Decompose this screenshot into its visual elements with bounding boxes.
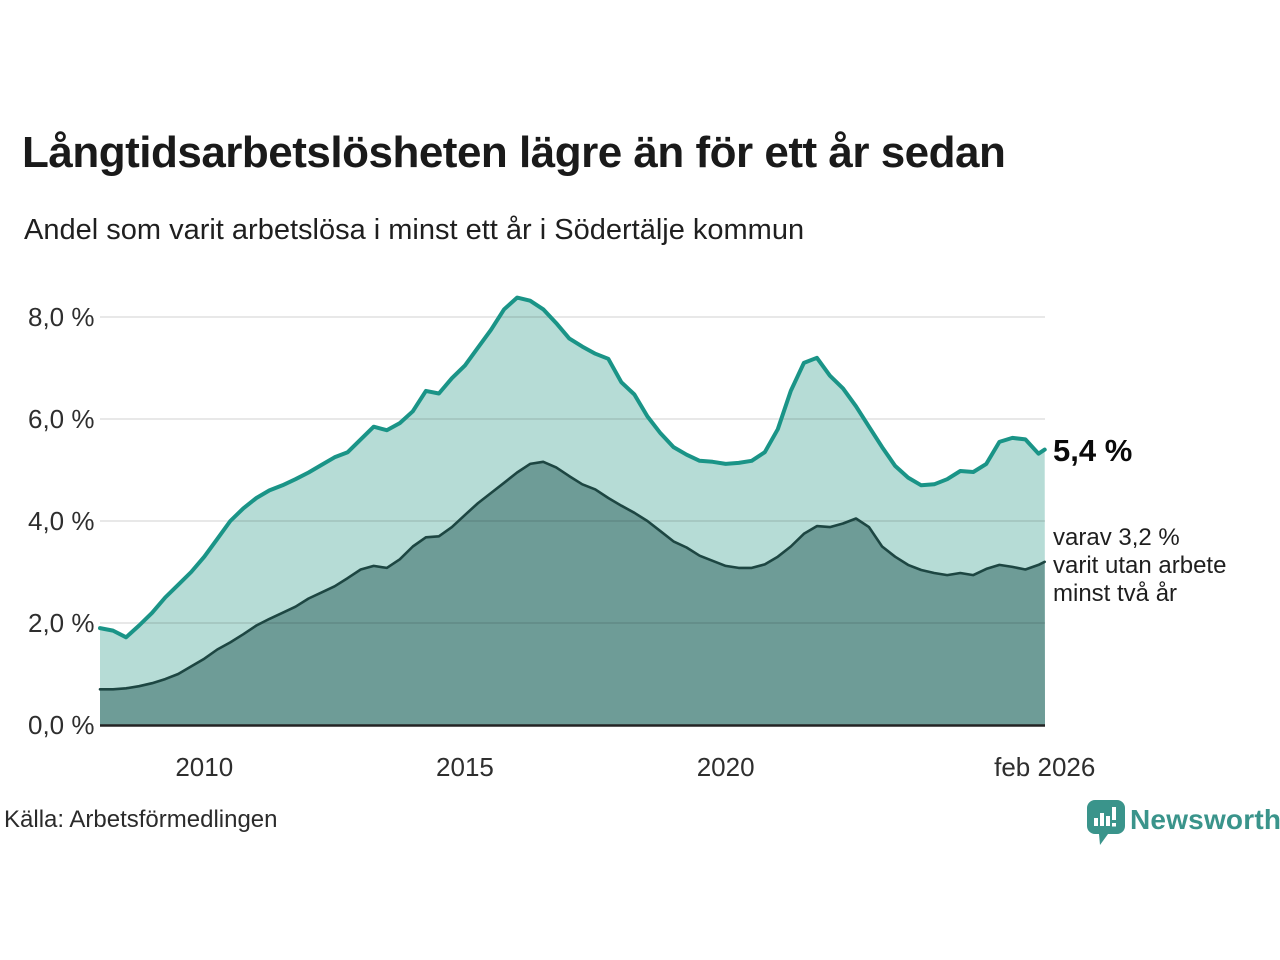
series-end-value-label: 5,4 %: [1053, 433, 1133, 468]
x-axis-tick-label: 2015: [436, 752, 494, 782]
source-caption: Källa: Arbetsförmedlingen: [4, 806, 278, 833]
page-subtitle: Andel som varit arbetslösa i minst ett å…: [24, 214, 805, 246]
page-title: Långtidsarbetslösheten lägre än för ett …: [22, 128, 1006, 177]
y-axis-tick-label: 6,0 %: [28, 404, 95, 434]
x-axis-tick-label: 2020: [696, 752, 755, 782]
y-axis-tick-label: 4,0 %: [28, 506, 95, 536]
newsworthy-logo: Newsworthy: [1086, 799, 1280, 849]
x-axis-tick-label: 2010: [175, 752, 234, 782]
y-axis-tick-label: 8,0 %: [28, 302, 95, 332]
y-axis-tick-label: 0,0 %: [28, 710, 95, 740]
y-axis-tick-label: 2,0 %: [28, 608, 95, 638]
x-axis-tick-label: feb 2026: [994, 752, 1096, 782]
newsworthy-bubble-chart-icon: [1087, 800, 1125, 845]
series-end-annotation-label: varav 3,2 % varit utan arbete minst två …: [1053, 524, 1227, 607]
newsworthy-logo-text: Newsworthy: [1130, 804, 1280, 835]
